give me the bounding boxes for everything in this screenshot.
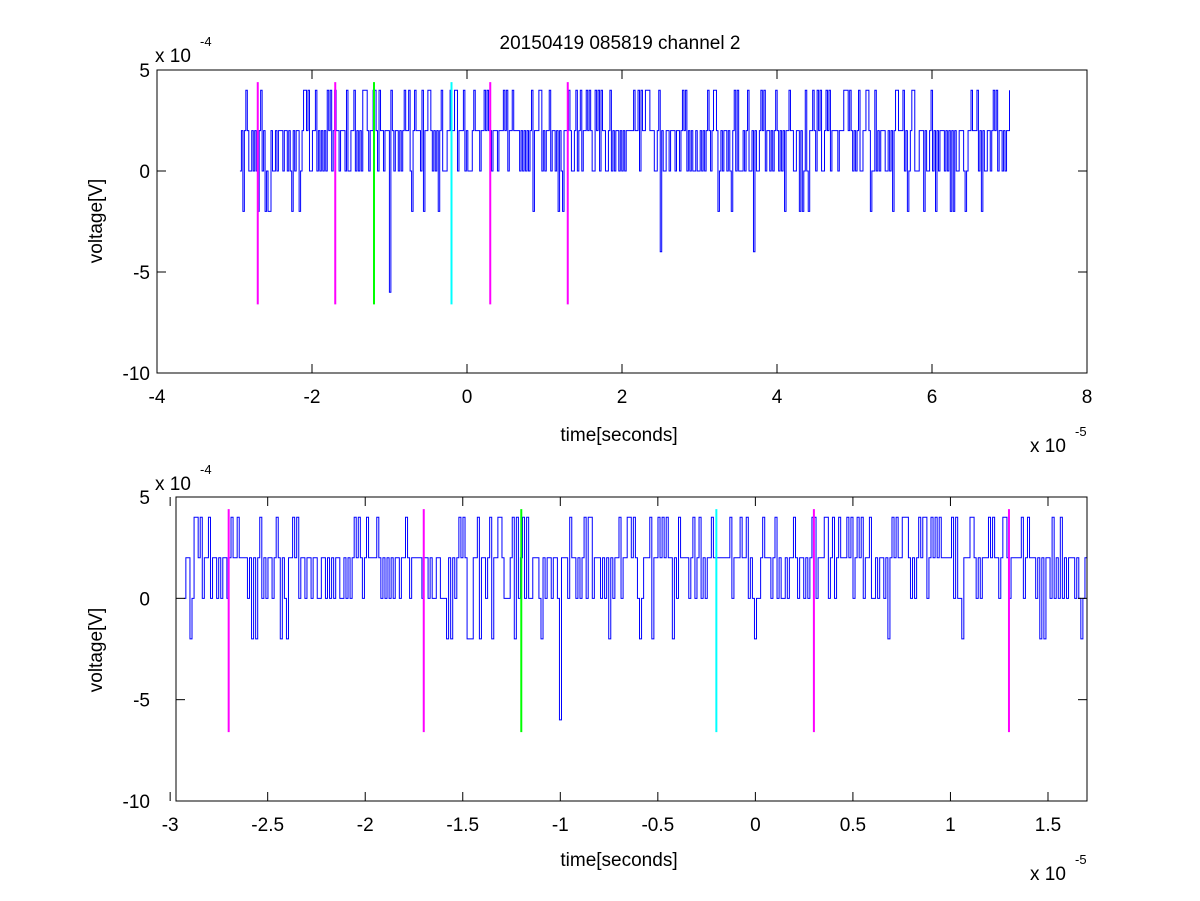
bottom-x-exponent-base: x 10 (1030, 864, 1066, 885)
top-signal-trace (239, 89, 1010, 293)
bottom-y-tick-label: -10 (123, 792, 150, 813)
bottom-y-exponent-base: x 10 (155, 474, 191, 495)
top-x-tick-label: 2 (617, 387, 628, 408)
bottom-y-tick-label: 0 (139, 589, 150, 610)
top-y-tick-label: -5 (133, 263, 150, 284)
bottom-y-tick-label: 5 (139, 488, 150, 509)
bottom-x-tick-label: -1 (552, 815, 569, 836)
bottom-x-tick-label: -2 (357, 815, 374, 836)
bottom-x-tick-label: -3 (162, 815, 179, 836)
top-y-exponent-base: x 10 (155, 46, 191, 67)
bottom-axes: -3 -2.5 -2 -1.5 -1 -0.5 0 0.5 1 1.5 -10 -5 0 5 x 10 -… (86, 462, 1088, 885)
bottom-y-tick-label: -5 (133, 691, 150, 712)
bottom-axes-box (175, 496, 1088, 802)
top-x-tick-label: 6 (927, 387, 938, 408)
bottom-x-tick-label: 1 (945, 815, 956, 836)
bottom-marker-layer (227, 509, 1010, 733)
top-x-exponent-base: x 10 (1030, 436, 1066, 457)
top-y-axis-label: voltage[V] (86, 179, 107, 264)
bottom-ticks-layer (169, 496, 1087, 802)
top-x-tick-label: 8 (1082, 387, 1093, 408)
bottom-x-exponent: -5 (1075, 852, 1087, 867)
top-signal-layer (239, 89, 1010, 293)
bottom-y-axis-label: voltage[V] (86, 608, 107, 693)
bottom-x-tick-label: 0 (750, 815, 761, 836)
top-tick-labels-layer: -4 -2 0 2 4 6 8 -10 -5 0 5 (123, 61, 1093, 408)
figure-title: 20150419 085819 channel 2 (500, 33, 741, 54)
bottom-x-tick-label: -1.5 (446, 815, 479, 836)
top-x-exponent: -5 (1075, 424, 1087, 439)
top-y-tick-label: -10 (123, 364, 150, 385)
top-ticks-layer (156, 69, 1088, 374)
bottom-x-tick-label: -2.5 (251, 815, 284, 836)
bottom-x-axis-label: time[seconds] (560, 850, 677, 871)
bottom-signal-layer (183, 516, 1087, 721)
top-marker-layer (256, 82, 569, 305)
bottom-x-tick-label: -0.5 (641, 815, 674, 836)
top-axes: -4 -2 0 2 4 6 8 -10 -5 0 5 x 10 -4 x 10 -5 time[se… (86, 34, 1092, 457)
bottom-x-tick-label: 0.5 (840, 815, 866, 836)
top-x-tick-label: 0 (462, 387, 473, 408)
top-y-tick-label: 5 (139, 61, 150, 82)
top-y-tick-label: 0 (139, 162, 150, 183)
bottom-x-tick-label: 1.5 (1035, 815, 1061, 836)
top-x-tick-label: -2 (304, 387, 321, 408)
top-x-axis-label: time[seconds] (560, 425, 677, 446)
bottom-y-exponent: -4 (200, 462, 212, 477)
top-x-tick-label: 4 (772, 387, 783, 408)
bottom-tick-labels-layer: -3 -2.5 -2 -1.5 -1 -0.5 0 0.5 1 1.5 -10 -5 0 5 (123, 488, 1062, 836)
top-y-exponent: -4 (200, 34, 212, 49)
top-x-tick-label: -4 (149, 387, 166, 408)
bottom-signal-trace (183, 516, 1087, 721)
